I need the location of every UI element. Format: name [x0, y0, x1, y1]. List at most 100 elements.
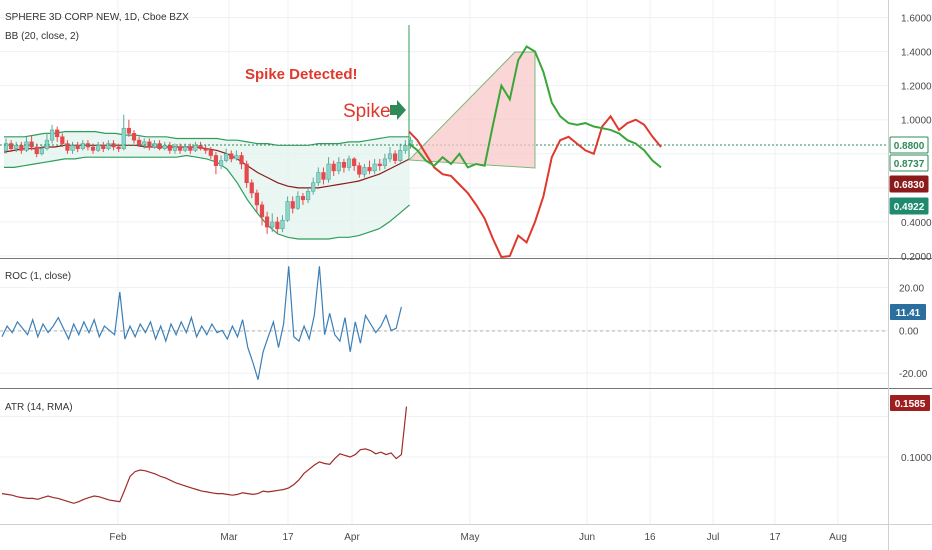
candle-body [172, 146, 178, 151]
candle [116, 143, 121, 153]
candle [367, 160, 372, 175]
candle-body [398, 150, 403, 161]
candle [157, 140, 162, 151]
candle [372, 158, 377, 175]
bollinger-fill [4, 131, 410, 239]
gridlines [0, 0, 888, 524]
candle [3, 138, 9, 154]
candle [275, 216, 280, 234]
candle-body [367, 167, 372, 172]
candle [96, 141, 101, 153]
candle-body [24, 141, 29, 151]
candle-body [300, 196, 306, 201]
candle-body [270, 221, 275, 228]
candle-body [265, 216, 270, 228]
candle-body [316, 172, 321, 184]
candle [290, 196, 295, 214]
candle-body [121, 127, 126, 149]
candle [387, 146, 393, 163]
atr-line [1, 406, 408, 504]
price-tag-bg [889, 136, 929, 154]
roc-value-tag: 11.41 [890, 304, 926, 320]
candle [172, 143, 178, 154]
candle [121, 114, 126, 151]
y-axis-labels: 1.6000 1.4000 1.2000 1.0000 0.4000 0.2000 20.0… [899, 14, 932, 464]
candle [244, 160, 249, 188]
candle-body [137, 139, 142, 146]
time-tick-label: Jun [579, 532, 595, 543]
x-axis-labels: Feb Mar 17 Apr May Jun 16 Jul 17 Aug [109, 532, 847, 543]
candle [131, 129, 137, 144]
candle [39, 145, 44, 156]
candle [218, 155, 224, 170]
candle-body [321, 172, 326, 180]
candle-body [372, 163, 377, 172]
candle-body [382, 158, 387, 167]
candle-body [90, 146, 96, 151]
symbol-title: SPHERE 3D CORP NEW, 1D, Cboe BZX [5, 12, 189, 23]
roc-tick-label: 20.00 [899, 284, 924, 295]
candle-body [19, 144, 24, 151]
candle [147, 138, 152, 151]
candle-body [208, 150, 213, 156]
candle [224, 148, 229, 163]
candle [44, 133, 50, 151]
time-tick-label: Jul [707, 532, 720, 543]
candle-body [387, 153, 393, 160]
candle-body [403, 144, 408, 151]
candle [193, 141, 198, 153]
candle-body [336, 162, 341, 172]
price-tag: 0.6830 [889, 175, 929, 193]
candle [398, 143, 403, 163]
candle [203, 145, 208, 154]
arrow-right-icon [390, 100, 406, 120]
candle [80, 140, 85, 151]
candle [213, 152, 219, 175]
candle [326, 157, 331, 183]
candle [24, 136, 29, 153]
candle-body [101, 144, 106, 149]
time-tick-label: 16 [644, 532, 656, 543]
candle [208, 146, 213, 159]
price-tags: 0.8800 0.8737 0.6830 0.4922 [889, 136, 929, 215]
candle [270, 213, 275, 233]
candle [336, 157, 341, 175]
roc-value: 11.41 [896, 308, 921, 319]
candle-body [295, 196, 300, 209]
price-tick-label: 1.2000 [901, 82, 932, 93]
candle-body [188, 146, 193, 151]
atr-indicator-label: ATR (14, RMA) [5, 402, 73, 413]
price-tick-label: 1.0000 [901, 116, 932, 127]
candle [321, 167, 326, 185]
price-tag: 0.8737 [889, 154, 929, 172]
candle-body [352, 158, 357, 167]
candle-body [126, 127, 131, 134]
price-tag-value: 0.8800 [894, 141, 925, 152]
candle-body [49, 129, 55, 141]
price-tick-label: 0.2000 [901, 252, 932, 263]
roc-indicator-label: ROC (1, close) [5, 271, 71, 282]
price-tag-bg [889, 154, 929, 172]
candle-body [249, 182, 254, 194]
time-tick-label: May [461, 532, 480, 543]
candle [316, 167, 321, 187]
candle [65, 140, 70, 154]
candle [137, 136, 142, 147]
candle-body [285, 201, 290, 221]
candle-body [377, 163, 382, 167]
candle [393, 150, 398, 165]
price-tag: 0.4922 [889, 197, 929, 215]
candle-body [34, 146, 39, 155]
time-tick-label: Apr [344, 532, 360, 543]
candle-body [362, 167, 367, 175]
spike-label: Spike [343, 101, 391, 122]
candle [280, 215, 285, 233]
candle-body [229, 153, 234, 160]
candle [101, 141, 106, 153]
candle-body [65, 143, 70, 151]
candle-body [311, 182, 316, 192]
candle-body [234, 155, 239, 160]
candle-body [280, 219, 285, 230]
candle [300, 192, 306, 205]
